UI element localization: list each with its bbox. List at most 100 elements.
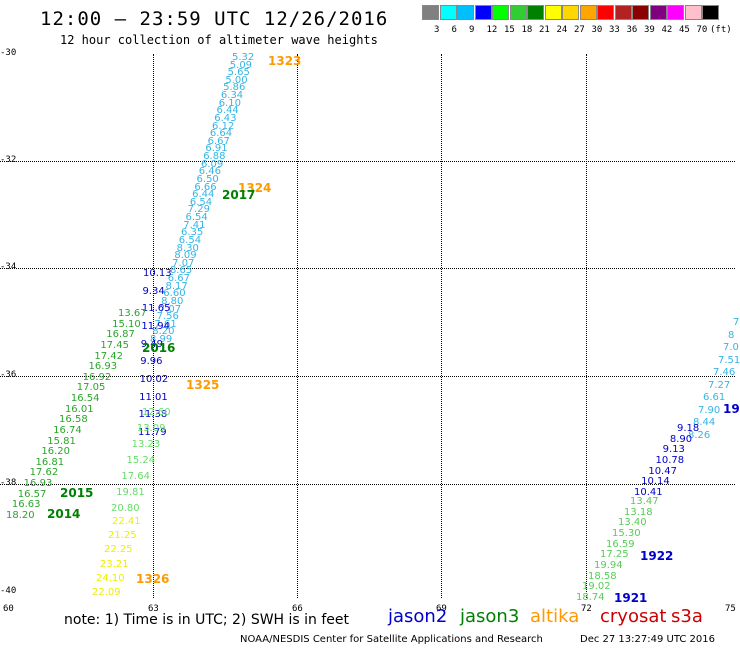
- wave-height-value: 7.61: [154, 318, 177, 330]
- wave-height-value: 16.20: [41, 446, 70, 458]
- wave-height-value: 5.00: [225, 74, 248, 86]
- wave-height-value: 16.57: [17, 488, 47, 500]
- wave-height-value: 22.41: [112, 516, 141, 527]
- color-scale-swatch: [562, 5, 579, 20]
- wave-height-value: 7.07: [158, 303, 182, 315]
- wave-height-value: 24.10: [96, 572, 125, 584]
- wave-height-value: 19.94: [594, 560, 623, 571]
- longitude-label: 72: [581, 604, 592, 614]
- color-scale-swatch: [527, 5, 544, 20]
- track-time-label: 1323: [268, 54, 302, 68]
- longitude-label: 75: [725, 604, 736, 614]
- color-scale-swatch: [457, 5, 474, 20]
- wave-height-value: 7.46: [713, 367, 736, 379]
- footer-credit: NOAA/NESDIS Center for Satellite Applica…: [240, 634, 543, 645]
- wave-height-value: 6.44: [216, 105, 239, 117]
- color-scale-label: 3: [434, 25, 440, 35]
- wave-height-value: 9.96: [140, 356, 163, 368]
- latitude-label: -30: [0, 48, 17, 58]
- wave-height-value: 11.79: [138, 427, 167, 438]
- track-time-label: 2016: [142, 341, 176, 355]
- wave-height-value: 6.61: [703, 392, 726, 404]
- track-time-label: 2015: [60, 486, 94, 500]
- legend-cryosat: cryosat: [600, 606, 667, 627]
- note-text: note: 1) Time is in UTC; 2) SWH is in fe…: [64, 612, 350, 628]
- wave-height-value: 6.43: [214, 112, 237, 124]
- wave-height-value: 7.90: [698, 404, 721, 416]
- map-subtitle: 12 hour collection of altimeter wave hei…: [60, 33, 378, 47]
- wave-height-value: 13.18: [624, 506, 653, 518]
- wave-height-value: 16.93: [23, 478, 53, 490]
- track-time-label: 1325: [186, 378, 220, 392]
- wave-height-value: 10.47: [648, 465, 677, 477]
- color-scale-swatch: [597, 5, 614, 20]
- wave-height-value: 7.07: [172, 257, 195, 269]
- color-scale-swatch: [614, 5, 632, 20]
- track-time-label: 19: [723, 402, 740, 416]
- color-scale-label: 12: [486, 25, 498, 35]
- latitude-label: -32: [0, 155, 17, 165]
- wave-height-value: 20.80: [111, 503, 140, 514]
- wave-height-value: 19.81: [116, 487, 145, 498]
- wave-height-value: 9.34: [142, 285, 165, 297]
- wave-height-value: 7: [733, 317, 740, 328]
- wave-height-value: 18.58: [588, 570, 617, 582]
- wave-height-value: 7.56: [156, 311, 179, 323]
- track-time-label: 1324: [238, 181, 272, 195]
- wave-height-value: 8.09: [174, 250, 197, 262]
- wave-height-value: 9.49: [140, 338, 164, 350]
- longitude-label: 69: [436, 604, 447, 614]
- wave-height-value: 13.47: [630, 496, 659, 507]
- wave-height-value: 18.20: [6, 510, 35, 521]
- wave-height-value: 13.23: [131, 439, 161, 450]
- color-scale-swatch: [684, 5, 702, 20]
- wave-height-value: 6.12: [212, 120, 235, 132]
- color-scale-label: 36: [626, 25, 638, 35]
- color-scale-label: 33: [609, 25, 620, 35]
- track-time-label: 2014: [47, 507, 81, 521]
- color-scale-swatch: [649, 5, 667, 20]
- wave-height-value: 15.24: [126, 455, 156, 466]
- wave-height-value: 22.25: [104, 544, 133, 556]
- wave-height-value: 17.62: [29, 467, 59, 479]
- wave-height-value: 8: [728, 329, 735, 341]
- wave-height-value: 17.25: [600, 549, 629, 561]
- latitude-gridline: [0, 484, 735, 485]
- wave-height-value: 6.64: [209, 128, 233, 140]
- wave-height-value: 12.60: [142, 407, 171, 418]
- color-scale-label: 18: [521, 25, 533, 35]
- color-scale-swatch: [579, 5, 597, 20]
- wave-height-value: 16.58: [59, 414, 88, 426]
- wave-height-value: 22.09: [92, 587, 121, 598]
- wave-height-value: 16.01: [64, 403, 94, 415]
- latitude-label: -40: [0, 586, 17, 596]
- wave-height-value: 17.05: [76, 382, 106, 394]
- wave-height-value: 10.02: [139, 374, 169, 385]
- wave-height-value: 8.30: [176, 242, 199, 254]
- wave-height-value: 21.25: [108, 530, 137, 542]
- color-scale-swatch: [632, 5, 649, 20]
- latitude-label: -34: [0, 262, 17, 272]
- color-scale-label: 70: [696, 25, 708, 35]
- wave-height-value: 6.50: [196, 173, 219, 185]
- color-scale-swatch: [474, 5, 492, 20]
- track-time-label: 2017: [222, 188, 256, 202]
- wave-height-value: 18.74: [576, 592, 605, 603]
- wave-height-value: 8.44: [693, 417, 716, 429]
- wave-height-value: 5.09: [229, 59, 253, 71]
- wave-height-value: 8.26: [688, 430, 711, 441]
- latitude-gridline: [0, 268, 735, 269]
- wave-height-value: 15.10: [112, 318, 141, 330]
- wave-height-value: 13.67: [118, 308, 147, 319]
- wave-height-value: 16.59: [606, 538, 635, 550]
- wave-height-value: 8.80: [161, 295, 184, 307]
- wave-height-value: 5.86: [223, 82, 246, 94]
- color-scale-label: 27: [574, 25, 585, 35]
- color-scale-swatch: [509, 5, 527, 20]
- wave-height-value: 23.21: [100, 558, 129, 570]
- track-time-label: 1922: [640, 549, 674, 563]
- wave-height-value: 17.45: [100, 339, 129, 351]
- wave-height-value: 15.81: [47, 435, 76, 447]
- color-scale-unit: (ft): [710, 25, 732, 35]
